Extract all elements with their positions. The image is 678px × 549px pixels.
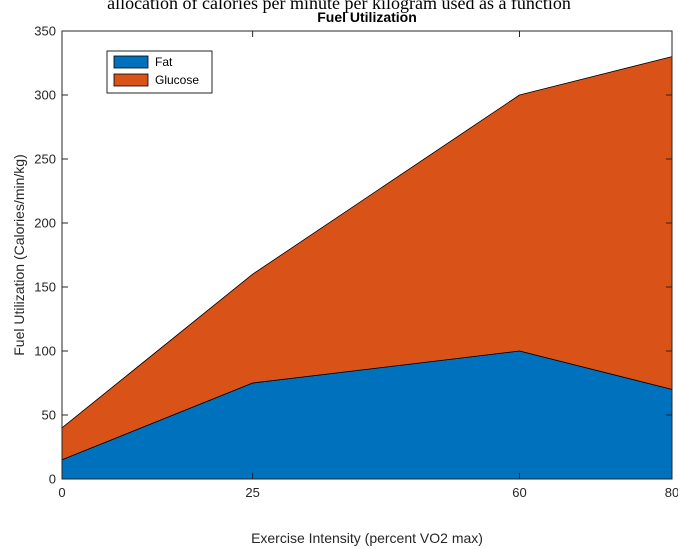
legend: Fat Glucose: [106, 50, 213, 94]
x-axis-title: Exercise Intensity (percent VO2 max): [251, 530, 483, 546]
legend-swatch-glucose: [113, 73, 149, 87]
x-tick-label: 80: [665, 485, 678, 500]
y-tick-label: 100: [34, 344, 56, 359]
legend-label-fat: Fat: [155, 55, 173, 69]
y-tick-label: 200: [34, 216, 56, 231]
x-tick-label: 25: [245, 485, 259, 500]
y-tick-label: 300: [34, 88, 56, 103]
y-tick-label: 350: [34, 24, 56, 39]
x-axis-ticks: 0 25 60 80: [58, 31, 678, 500]
plot-frame: [61, 30, 673, 480]
legend-label-glucose: Glucose: [155, 73, 199, 87]
legend-swatch-fat: [113, 55, 149, 69]
x-tick-label: 60: [512, 485, 526, 500]
y-tick-label: 50: [42, 408, 56, 423]
y-axis-ticks: 0 50 100 150 200 250 300 350: [34, 24, 672, 487]
figure-caption: allocation of calories per minute per ki…: [107, 0, 571, 13]
y-tick-label: 150: [34, 280, 56, 295]
x-tick-label: 0: [58, 485, 65, 500]
chart-title: Fuel Utilization: [317, 9, 417, 25]
y-axis-title: Fuel Utilization (Calories/min/kg): [11, 154, 27, 356]
y-tick-label: 0: [49, 472, 56, 487]
area-series-group: [61, 56, 673, 480]
y-tick-label: 250: [34, 152, 56, 167]
